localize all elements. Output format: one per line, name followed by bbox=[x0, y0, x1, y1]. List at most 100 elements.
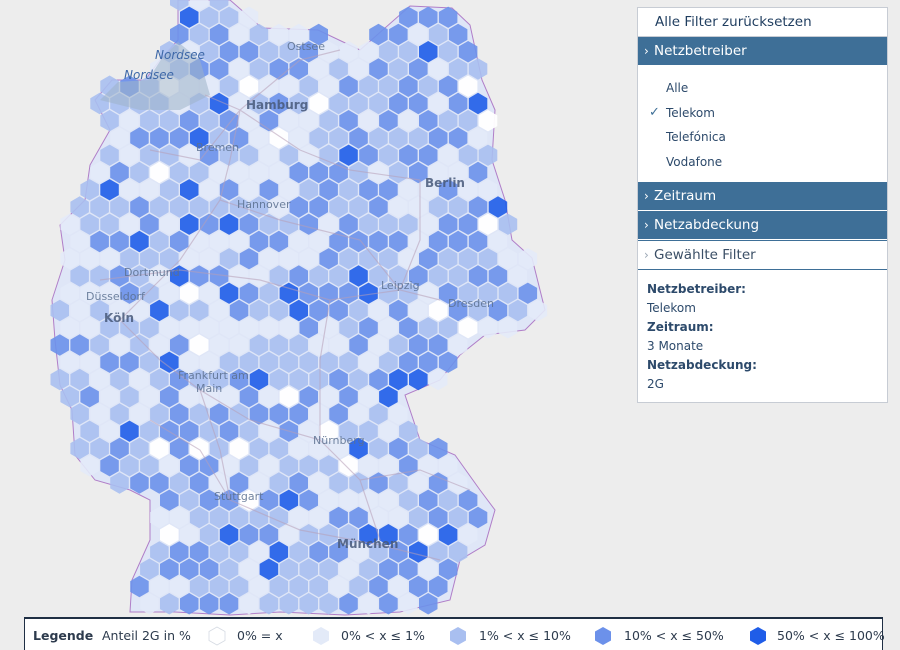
hex-cell[interactable] bbox=[468, 127, 488, 149]
hex-cell[interactable] bbox=[209, 299, 229, 322]
hex-cell[interactable] bbox=[180, 144, 199, 166]
hex-cell[interactable] bbox=[289, 127, 309, 149]
hex-cell[interactable] bbox=[110, 403, 129, 425]
hex-cell[interactable] bbox=[458, 144, 478, 166]
hex-cell[interactable] bbox=[289, 299, 309, 322]
hex-cell[interactable] bbox=[399, 179, 418, 201]
hex-cell[interactable] bbox=[70, 334, 89, 356]
hex-cell[interactable] bbox=[289, 403, 309, 425]
hex-cell[interactable] bbox=[189, 575, 209, 598]
hex-cell[interactable] bbox=[428, 196, 448, 218]
section-operator-header[interactable]: › Netzbetreiber bbox=[638, 37, 887, 66]
hex-cell[interactable] bbox=[130, 575, 149, 598]
hex-cell[interactable] bbox=[299, 179, 319, 201]
hex-cell[interactable] bbox=[478, 110, 498, 132]
hex-cell[interactable] bbox=[170, 334, 189, 356]
hex-cell[interactable] bbox=[458, 317, 478, 339]
hex-cell[interactable] bbox=[259, 420, 279, 442]
hex-cell[interactable] bbox=[419, 110, 438, 132]
hex-cell[interactable] bbox=[419, 213, 438, 235]
hex-cell[interactable] bbox=[189, 196, 209, 218]
hex-cell[interactable] bbox=[428, 299, 448, 322]
hex-cell[interactable] bbox=[389, 23, 408, 46]
hex-cell[interactable] bbox=[329, 541, 348, 563]
hex-cell[interactable] bbox=[438, 110, 458, 132]
hex-cell[interactable] bbox=[80, 317, 99, 339]
hex-cell[interactable] bbox=[60, 282, 79, 304]
hex-cell[interactable] bbox=[100, 179, 119, 201]
hex-cell[interactable] bbox=[50, 368, 70, 391]
hex-cell[interactable] bbox=[448, 161, 468, 184]
hex-cell[interactable] bbox=[339, 489, 358, 511]
hex-cell[interactable] bbox=[130, 265, 149, 287]
hex-cell[interactable] bbox=[180, 282, 199, 304]
hex-cell[interactable] bbox=[349, 161, 368, 184]
hex-cell[interactable] bbox=[518, 282, 538, 304]
hex-cell[interactable] bbox=[239, 75, 259, 98]
hex-cell[interactable] bbox=[130, 403, 149, 425]
hex-cell[interactable] bbox=[299, 213, 319, 235]
hex-cell[interactable] bbox=[209, 0, 229, 11]
hex-cell[interactable] bbox=[100, 213, 119, 235]
hex-cell[interactable] bbox=[349, 230, 368, 253]
hex-cell[interactable] bbox=[100, 248, 119, 270]
hex-cell[interactable] bbox=[319, 213, 338, 235]
hex-cell[interactable] bbox=[180, 593, 199, 615]
section-coverage-header[interactable]: › Netzabdeckung bbox=[638, 211, 887, 240]
hex-cell[interactable] bbox=[170, 0, 189, 11]
hex-cell[interactable] bbox=[189, 265, 209, 287]
hex-cell[interactable] bbox=[249, 575, 269, 598]
hex-cell[interactable] bbox=[448, 472, 468, 494]
hex-cell[interactable] bbox=[458, 282, 478, 304]
hex-cell[interactable] bbox=[339, 317, 358, 339]
hex-cell[interactable] bbox=[150, 368, 169, 391]
hex-cell[interactable] bbox=[100, 386, 119, 408]
operator-option-telefonica[interactable]: Telefónica bbox=[638, 125, 887, 150]
hex-cell[interactable] bbox=[209, 506, 229, 529]
hex-cell[interactable] bbox=[498, 213, 518, 235]
hex-cell[interactable] bbox=[299, 386, 319, 408]
hex-cell[interactable] bbox=[458, 524, 478, 546]
hex-cell[interactable] bbox=[170, 541, 189, 563]
hex-cell[interactable] bbox=[458, 489, 478, 511]
hex-cell[interactable] bbox=[359, 558, 378, 581]
hex-cell[interactable] bbox=[498, 282, 518, 304]
hex-cell[interactable] bbox=[219, 317, 239, 339]
hex-cell[interactable] bbox=[438, 6, 458, 28]
hex-cell[interactable] bbox=[189, 299, 209, 322]
hex-cell[interactable] bbox=[309, 575, 328, 598]
hex-cell[interactable] bbox=[110, 334, 129, 356]
hex-cell[interactable] bbox=[100, 317, 119, 339]
hex-cell[interactable] bbox=[329, 368, 348, 391]
hex-cell[interactable] bbox=[448, 541, 468, 563]
hex-cell[interactable] bbox=[468, 506, 488, 529]
hex-cell[interactable] bbox=[399, 317, 418, 339]
hex-cell[interactable] bbox=[60, 248, 79, 270]
hex-cell[interactable] bbox=[269, 265, 289, 287]
hex-cell[interactable] bbox=[160, 386, 179, 408]
hex-cell[interactable] bbox=[209, 265, 229, 287]
hex-cell[interactable] bbox=[279, 351, 299, 373]
hex-cell[interactable] bbox=[468, 299, 488, 322]
hex-cell[interactable] bbox=[329, 506, 348, 529]
hex-cell[interactable] bbox=[409, 265, 428, 287]
hex-cell[interactable] bbox=[409, 334, 428, 356]
hex-cell[interactable] bbox=[90, 161, 109, 184]
hex-cell[interactable] bbox=[399, 593, 418, 615]
hex-cell[interactable] bbox=[359, 524, 378, 546]
hex-cell[interactable] bbox=[329, 58, 348, 80]
hex-cell[interactable] bbox=[438, 558, 458, 581]
hex-cell[interactable] bbox=[349, 92, 368, 115]
hex-cell[interactable] bbox=[409, 541, 428, 563]
hex-cell[interactable] bbox=[359, 213, 378, 235]
hex-cell[interactable] bbox=[349, 58, 368, 80]
hex-cell[interactable] bbox=[269, 161, 289, 184]
hex-cell[interactable] bbox=[130, 196, 149, 218]
hex-cell[interactable] bbox=[329, 92, 348, 115]
hex-cell[interactable] bbox=[90, 403, 109, 425]
hex-cell[interactable] bbox=[279, 489, 299, 511]
hex-cell[interactable] bbox=[259, 455, 279, 477]
hex-cell[interactable] bbox=[428, 58, 448, 80]
hex-cell[interactable] bbox=[468, 92, 488, 115]
hex-cell[interactable] bbox=[329, 334, 348, 356]
